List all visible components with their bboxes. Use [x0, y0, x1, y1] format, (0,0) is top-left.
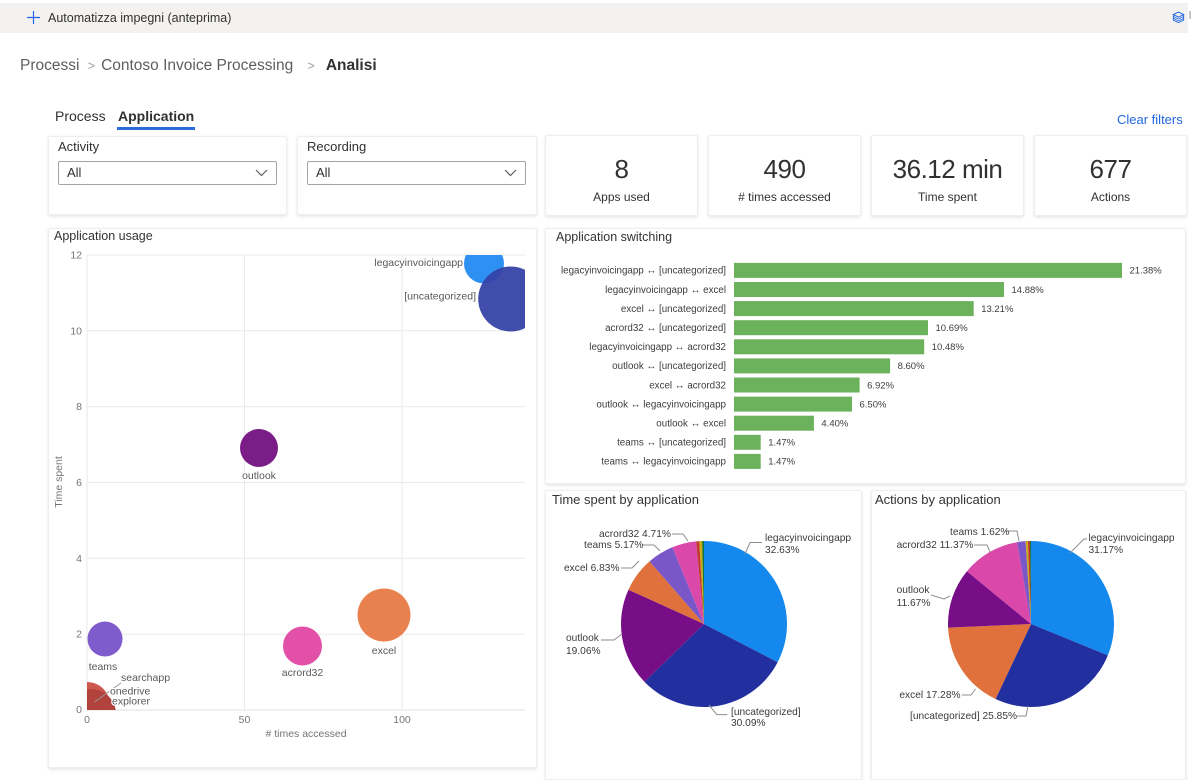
svg-text:teams 1.62%: teams 1.62%	[950, 527, 1009, 538]
svg-text:legacyinvoicingapp ↔ [uncatego: legacyinvoicingapp ↔ [uncategorized]	[561, 266, 726, 277]
svg-text:1.47%: 1.47%	[768, 438, 795, 449]
svg-text:31.17%: 31.17%	[1089, 545, 1124, 556]
svg-text:10.69%: 10.69%	[936, 323, 969, 334]
svg-text:1.47%: 1.47%	[768, 457, 795, 468]
svg-text:6: 6	[76, 477, 82, 489]
svg-text:50: 50	[239, 714, 251, 726]
svg-text:legacyinvoicingapp: legacyinvoicingapp	[1089, 533, 1175, 544]
svg-text:10.48%: 10.48%	[932, 342, 965, 353]
svg-text:0: 0	[84, 714, 90, 726]
svg-text:4.40%: 4.40%	[821, 419, 848, 430]
svg-text:teams: teams	[89, 661, 118, 673]
svg-text:legacyinvoicingapp ↔ excel: legacyinvoicingapp ↔ excel	[605, 285, 726, 296]
svg-text:explorer: explorer	[112, 696, 150, 708]
svg-text:8: 8	[76, 401, 82, 413]
svg-text:12: 12	[70, 250, 82, 262]
svg-text:teams ↔ legacyinvoicingapp: teams ↔ legacyinvoicingapp	[601, 457, 726, 468]
svg-text:[uncategorized]: [uncategorized]	[731, 707, 801, 718]
svg-text:onedrive: onedrive	[110, 686, 150, 698]
svg-text:outlook ↔ legacyinvoicingapp: outlook ↔ legacyinvoicingapp	[596, 399, 726, 410]
svg-text:teams ↔ [uncategorized]: teams ↔ [uncategorized]	[617, 438, 726, 449]
svg-text:excel 17.28%: excel 17.28%	[899, 690, 960, 701]
svg-text:acrord32 ↔ [uncategorized]: acrord32 ↔ [uncategorized]	[605, 323, 726, 334]
svg-text:acrord32: acrord32	[282, 667, 324, 679]
svg-text:2: 2	[76, 629, 82, 641]
svg-text:[uncategorized]: [uncategorized]	[404, 291, 476, 303]
svg-text:32.63%: 32.63%	[765, 545, 800, 556]
svg-text:6.92%: 6.92%	[867, 380, 894, 391]
svg-text:0: 0	[76, 704, 82, 716]
svg-text:legacyinvoicingapp ↔ acrord32: legacyinvoicingapp ↔ acrord32	[589, 342, 726, 353]
svg-text:6.50%: 6.50%	[860, 399, 887, 410]
svg-text:Time spent: Time spent	[53, 456, 65, 508]
svg-text:8.60%: 8.60%	[898, 361, 925, 372]
svg-text:outlook: outlook	[566, 633, 600, 644]
svg-text:excel: excel	[372, 645, 397, 657]
svg-text:teams 5.17%: teams 5.17%	[584, 540, 643, 551]
svg-text:13.21%: 13.21%	[981, 304, 1014, 315]
svg-text:# times accessed: # times accessed	[265, 728, 346, 740]
svg-text:19.06%: 19.06%	[566, 646, 601, 657]
svg-text:outlook ↔ excel: outlook ↔ excel	[656, 419, 726, 430]
svg-text:outlook: outlook	[242, 470, 277, 482]
svg-text:excel 6.83%: excel 6.83%	[564, 563, 620, 574]
svg-text:searchapp: searchapp	[121, 672, 170, 684]
svg-text:legacyinvoicingapp: legacyinvoicingapp	[765, 533, 851, 544]
svg-text:acrord32 4.71%: acrord32 4.71%	[599, 529, 671, 540]
svg-text:excel ↔ [uncategorized]: excel ↔ [uncategorized]	[621, 304, 726, 315]
svg-text:10: 10	[70, 325, 82, 337]
svg-text:acrord32 11.37%: acrord32 11.37%	[897, 540, 974, 551]
svg-text:outlook: outlook	[897, 585, 931, 596]
svg-text:[uncategorized] 25.85%: [uncategorized] 25.85%	[910, 711, 1017, 722]
svg-text:excel ↔ acrord32: excel ↔ acrord32	[649, 380, 726, 391]
svg-text:30.09%: 30.09%	[731, 718, 766, 729]
svg-text:outlook ↔ [uncategorized]: outlook ↔ [uncategorized]	[612, 361, 726, 372]
svg-text:14.88%: 14.88%	[1012, 285, 1045, 296]
svg-text:4: 4	[76, 553, 82, 565]
svg-text:legacyinvoicingapp: legacyinvoicingapp	[374, 257, 463, 269]
svg-text:21.38%: 21.38%	[1130, 266, 1163, 277]
svg-text:100: 100	[393, 714, 411, 726]
svg-text:11.67%: 11.67%	[897, 598, 931, 609]
